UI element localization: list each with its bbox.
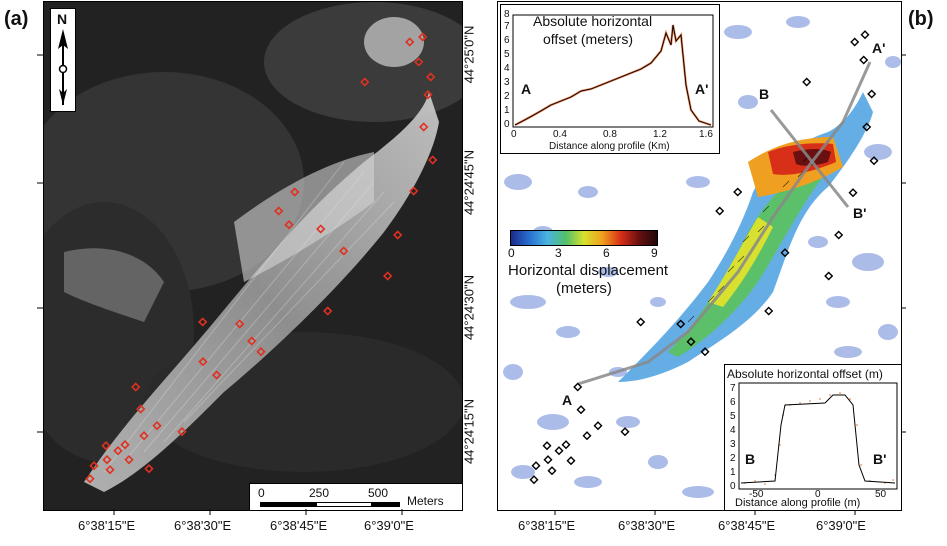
panel-b-lat-label-2: 44°24'45"N — [461, 149, 477, 216]
inset-top-xtick-1: 0 — [511, 129, 517, 140]
inset-bottom-ytick-3: 3 — [730, 439, 736, 450]
scale-bar: 0 250 500 Meters — [249, 483, 462, 510]
inset-bottom-ytick-7: 7 — [730, 383, 736, 394]
inset-top-ytick-8: 8 — [504, 9, 510, 20]
profile-label-a: A — [562, 392, 573, 408]
panel-b-lon-label-4: 6°39'0"E — [816, 518, 866, 533]
inset-top-chart — [512, 14, 714, 128]
inset-bottom-title: Absolute horizontal offset (m) — [727, 367, 883, 381]
inset-top-xlabel: Distance along profile (Km) — [549, 141, 670, 152]
panel-a-satellite-svg — [44, 2, 462, 510]
inset-bottom-ytick-6: 6 — [730, 397, 736, 408]
displacement-map-svg — [503, 16, 901, 498]
profile-a-line — [577, 61, 872, 386]
inset-top-title-1: Absolute horizontal — [533, 13, 653, 29]
panel-a-image: N 0 250 500 Meters — [43, 1, 463, 511]
inset-top-ytick-6: 6 — [504, 35, 510, 46]
inset-bottom-xtick-3: 50 — [875, 489, 887, 500]
inset-bottom-ytick-5: 5 — [730, 411, 736, 422]
inset-top-title-2: offset (meters) — [543, 31, 633, 47]
inset-top-ytick-1: 1 — [504, 105, 510, 116]
colorbar-title-2: (meters) — [556, 280, 612, 297]
inset-top-ytick-2: 2 — [504, 91, 510, 102]
inset-top-end-right: A' — [695, 81, 709, 97]
colorbar-tick-6: 6 — [603, 246, 610, 260]
inset-top-ytick-3: 3 — [504, 77, 510, 88]
panel-b-lat-label-1: 44°25'0"N — [461, 25, 477, 84]
panel-a-lon-label-4: 6°39'0"E — [364, 518, 414, 533]
colorbar-tick-9: 9 — [651, 246, 658, 260]
colorbar-tick-3: 3 — [555, 246, 562, 260]
scale-tick-0: 0 — [258, 486, 265, 500]
inset-bottom-xtick-1: -50 — [749, 489, 764, 500]
inset-bottom-ytick-2: 2 — [730, 453, 736, 464]
colorbar — [510, 230, 658, 246]
inset-bottom-ytick-4: 4 — [730, 425, 736, 436]
inset-top-ytick-7: 7 — [504, 21, 510, 32]
inset-bottom-end-right: B' — [873, 451, 887, 467]
profile-label-a-prime: A' — [872, 40, 886, 56]
inset-top-plot: Absolute horizontal offset (meters) 0 1 … — [500, 4, 720, 154]
inset-top-ytick-4: 4 — [504, 63, 510, 74]
profile-label-b-prime: B' — [853, 205, 867, 221]
inset-top-xtick-2: 0.4 — [553, 129, 567, 140]
inset-top-ytick-0: 0 — [504, 119, 510, 130]
north-arrow: N — [50, 8, 76, 112]
panel-a-lon-label-1: 6°38'15"E — [78, 518, 136, 533]
inset-top-end-left: A — [521, 81, 532, 97]
scale-tick-500: 500 — [368, 486, 389, 500]
north-arrow-label: N — [57, 11, 68, 27]
colorbar-tick-0: 0 — [508, 246, 515, 260]
panel-b-lat-label-3: 44°24'30"N — [461, 274, 477, 341]
panel-b-map: A A' B B' Absolute horizontal offset (me… — [497, 1, 902, 511]
panel-a-lon-label-2: 6°38'30"E — [174, 518, 232, 533]
panel-b-label: (b) — [908, 8, 934, 30]
profile-b-line — [769, 109, 850, 208]
inset-bottom-ytick-1: 1 — [730, 467, 736, 478]
inset-bottom-chart — [738, 382, 898, 490]
profile-label-b: B — [759, 86, 770, 102]
inset-bottom-xlabel: Distance along profile (m) — [735, 497, 861, 509]
inset-bottom-xtick-2: 0 — [815, 489, 821, 500]
north-arrow-icon — [58, 29, 68, 105]
inset-top-ytick-5: 5 — [504, 49, 510, 60]
panel-a-lon-label-3: 6°38'45"E — [270, 518, 328, 533]
panel-a-label: (a) — [4, 8, 29, 30]
inset-top-xtick-3: 0.8 — [603, 129, 617, 140]
scale-tick-250: 250 — [309, 486, 330, 500]
panel-b-lon-label-3: 6°38'45"E — [718, 518, 776, 533]
inset-bottom-plot: Absolute horizontal offset (m) 0 1 2 3 4… — [724, 364, 901, 510]
scale-unit: Meters — [407, 494, 444, 508]
panel-b-lon-label-2: 6°38'30"E — [618, 518, 676, 533]
inset-top-xtick-4: 1.2 — [653, 129, 667, 140]
inset-bottom-end-left: B — [745, 451, 756, 467]
inset-top-xtick-5: 1.6 — [699, 129, 713, 140]
panel-b-lat-label-4: 44°24'15"N — [461, 398, 477, 465]
inset-bottom-ytick-0: 0 — [730, 481, 736, 492]
colorbar-title-1: Horizontal displacement — [508, 262, 669, 279]
panel-b-lon-label-1: 6°38'15"E — [518, 518, 576, 533]
